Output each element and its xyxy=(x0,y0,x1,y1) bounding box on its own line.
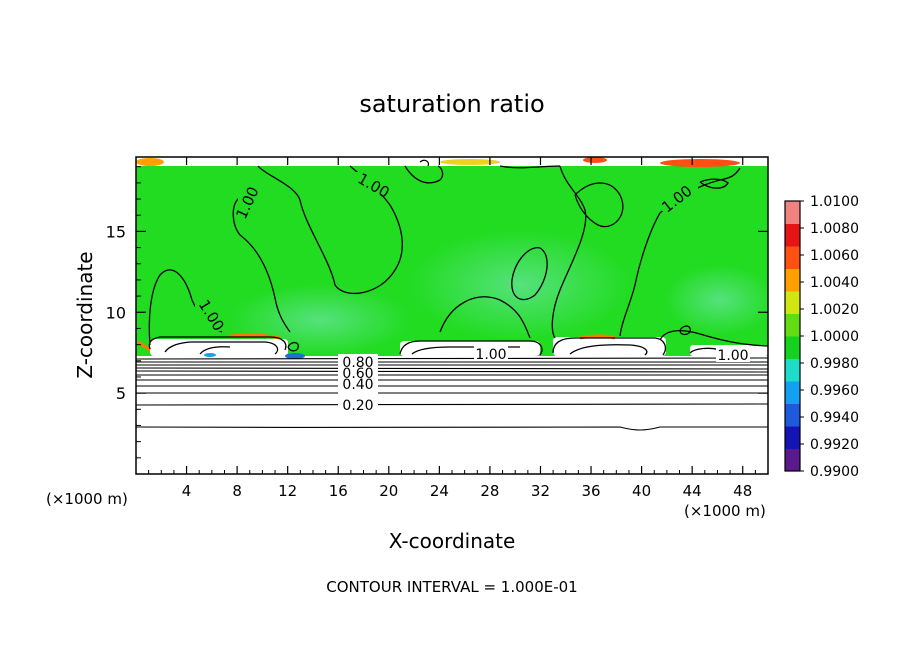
colorbar-swatch xyxy=(785,291,800,314)
contour-line xyxy=(619,212,661,337)
x-tick-label: 32 xyxy=(531,482,550,500)
contour-line xyxy=(569,344,648,356)
x-axis-title: X-coordinate xyxy=(389,529,516,553)
colorbar-label: 0.9940 xyxy=(810,410,859,426)
warm-patch xyxy=(440,159,500,165)
colorbar-label: 1.0060 xyxy=(810,248,859,264)
x-tick-label: 20 xyxy=(379,482,398,500)
cyan-tint-area xyxy=(665,265,768,335)
warm-patch xyxy=(136,158,164,166)
y-axis: 5 10 15 xyxy=(106,166,768,459)
cloud-pocket xyxy=(553,337,666,356)
contour-line xyxy=(136,426,768,431)
warm-patch xyxy=(137,340,151,352)
z-unit-label: (×1000 m) xyxy=(684,502,766,520)
contour-line xyxy=(287,341,299,352)
colorbar-label: 0.9960 xyxy=(810,383,859,399)
colorbar-swatch xyxy=(785,223,800,247)
contour-line xyxy=(404,165,444,184)
contour-line xyxy=(574,182,624,228)
contour-label: 0.80 xyxy=(342,355,373,371)
y-tick-label: 15 xyxy=(106,222,126,241)
colorbar-swatch xyxy=(785,448,800,472)
dry-patch xyxy=(285,353,305,359)
x-tick-label: 4 xyxy=(182,482,192,500)
x-tick-label: 16 xyxy=(329,482,348,500)
colorbar-swatch xyxy=(785,381,800,404)
contour-labels: 1.00 1.00 1.00 1.00 1.00 1.00 0.80 0.60 … xyxy=(195,170,750,414)
contour-label: 0.60 xyxy=(342,366,373,382)
y-tick-label: 10 xyxy=(106,303,126,322)
contour-line xyxy=(199,346,231,355)
x-tick-label: 28 xyxy=(480,482,499,500)
colorbar-swatch xyxy=(785,201,800,224)
cyan-tint-area xyxy=(410,230,630,340)
x-tick-label: 36 xyxy=(581,482,600,500)
contour-line xyxy=(164,341,279,355)
colorbar-swatch xyxy=(785,426,800,449)
contour-line xyxy=(439,296,531,339)
x-tick-label: 12 xyxy=(278,482,297,500)
contour-line xyxy=(136,357,768,360)
x-axis: 4 8 12 16 20 24 28 32 36 40 44 48 xyxy=(148,157,756,500)
contour-line xyxy=(136,367,768,370)
colorbar-swatch xyxy=(785,403,800,427)
x-unit-label: (×1000 m) xyxy=(46,490,128,508)
dry-patch xyxy=(204,353,216,357)
y-tick-label: 5 xyxy=(116,384,126,403)
colorbar-swatch xyxy=(785,246,800,269)
x-tick-label: 48 xyxy=(733,482,752,500)
contour-line xyxy=(552,337,666,356)
contour-line xyxy=(148,336,287,351)
contour-interval-note: CONTOUR INTERVAL = 1.000E-01 xyxy=(326,578,577,596)
contour-label: 0.40 xyxy=(342,377,373,393)
colorbar-label: 0.9920 xyxy=(810,437,859,453)
contour-line xyxy=(232,196,291,333)
colorbar: 1.0100 1.0080 1.0060 1.0040 1.0020 1.0000 0.99… xyxy=(784,194,859,480)
contour-label: 0.20 xyxy=(342,398,373,414)
colorbar-label: 1.0080 xyxy=(810,221,859,237)
colorbar-label: 1.0020 xyxy=(810,302,859,318)
colorbar-swatch xyxy=(785,313,800,337)
contour-line xyxy=(659,329,768,347)
x-tick-label: 40 xyxy=(632,482,651,500)
colorbar-swatch xyxy=(785,336,800,359)
contour-label: 1.00 xyxy=(717,348,748,364)
colorbar-label: 1.0000 xyxy=(810,329,859,345)
warm-patch xyxy=(660,159,740,167)
colorbar-label: 1.0040 xyxy=(810,275,859,291)
contour-line xyxy=(257,165,403,295)
x-tick-label: 24 xyxy=(430,482,449,500)
cloud-pocket xyxy=(400,341,540,356)
y-axis-title: Z-coordinate xyxy=(73,251,97,378)
colorbar-label: 0.9900 xyxy=(810,464,859,480)
warm-patch xyxy=(583,157,607,163)
colorbar-label: 1.0100 xyxy=(810,194,859,210)
x-tick-label: 8 xyxy=(232,482,242,500)
contour-line xyxy=(551,165,587,339)
contour-line xyxy=(511,247,548,301)
contour-line xyxy=(411,346,520,355)
contour-line xyxy=(499,165,561,169)
chart-title: saturation ratio xyxy=(359,90,544,118)
contour-line xyxy=(399,340,543,356)
contour-line xyxy=(419,159,430,167)
colorbar-label: 0.9980 xyxy=(810,356,859,372)
colorbar-swatch xyxy=(785,358,800,382)
colorbar-swatch xyxy=(785,268,800,292)
x-tick-label: 44 xyxy=(683,482,702,500)
contour-line xyxy=(699,178,729,189)
contour-label: 1.00 xyxy=(475,347,506,363)
contour-line xyxy=(136,361,768,363)
